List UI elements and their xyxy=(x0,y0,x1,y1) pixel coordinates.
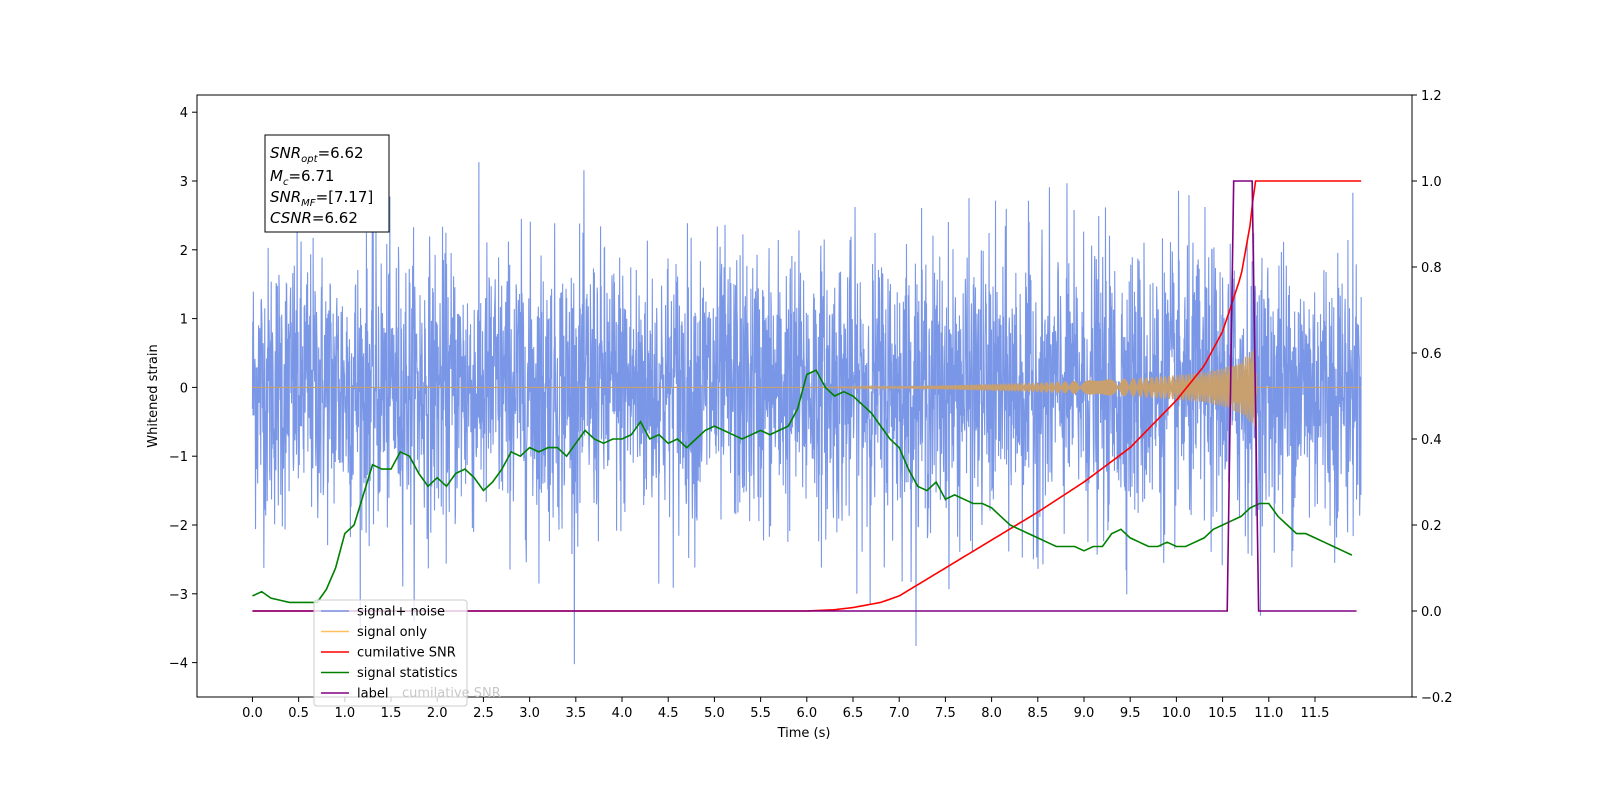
y-left-tick-label: 2 xyxy=(180,244,188,259)
x-tick-label: 11.5 xyxy=(1301,706,1330,721)
csnr-annotation: CSNR=6.62 xyxy=(270,209,358,227)
y-right-tick-label: 0.6 xyxy=(1421,347,1442,362)
y-right-tick-label: 1.0 xyxy=(1421,175,1442,190)
csnr-value: 6.62 xyxy=(325,209,358,227)
y-left-tick-label: 4 xyxy=(180,106,188,121)
x-tick-label: 11.0 xyxy=(1254,706,1283,721)
x-tick-label: 0.5 xyxy=(288,706,309,721)
y-left-tick-label: 3 xyxy=(180,175,188,190)
y-left-tick-label: −3 xyxy=(169,588,188,603)
plot-frame xyxy=(196,94,1413,698)
x-tick-label: 9.0 xyxy=(1074,706,1095,721)
y-right-tick-label: 0.0 xyxy=(1421,605,1442,620)
legend-entry: cumilative SNR xyxy=(357,646,456,661)
legend-entry: label xyxy=(357,687,388,702)
series-label-line xyxy=(252,180,1357,612)
x-axis-label: Time (s) xyxy=(777,726,831,741)
x-tick-label: 10.5 xyxy=(1208,706,1237,721)
legend-entry: signal only xyxy=(357,625,427,640)
y-axis-left: −4 −3 −2 −1 0 1 2 3 4 xyxy=(169,106,197,672)
x-tick-label: 3.5 xyxy=(565,706,586,721)
x-tick-label: 4.0 xyxy=(612,706,633,721)
y-left-tick-label: −2 xyxy=(169,519,188,534)
x-tick-label: 8.0 xyxy=(981,706,1002,721)
x-tick-label: 6.5 xyxy=(843,706,864,721)
x-tick-label: 8.5 xyxy=(1027,706,1048,721)
x-tick-label: 7.5 xyxy=(935,706,956,721)
x-tick-label: 0.0 xyxy=(242,706,263,721)
mc-value: 6.71 xyxy=(301,167,334,185)
x-tick-label: 1.5 xyxy=(381,706,402,721)
x-tick-label: 10.0 xyxy=(1162,706,1191,721)
series-signal-noise-line xyxy=(251,162,1362,665)
legend-frame xyxy=(313,599,468,707)
y-right-tick-label: 0.2 xyxy=(1421,519,1442,534)
x-tick-label: 2.5 xyxy=(473,706,494,721)
info-box: SNRopt=6.62 Mc=6.71 SNRMF=[7.17] CSNR=6.… xyxy=(264,134,390,233)
y-right-tick-label: 0.8 xyxy=(1421,261,1442,276)
x-tick-label: 1.0 xyxy=(334,706,355,721)
x-tick-label: 4.5 xyxy=(658,706,679,721)
series-signal-only-line xyxy=(252,350,1362,427)
snr-opt-annotation: SNRopt=6.62 xyxy=(270,144,364,165)
snr-opt-symbol: SNR xyxy=(270,144,301,162)
y-right-tick-label: 0.4 xyxy=(1421,433,1442,448)
x-axis: 0.0 0.5 1.0 1.5 2.0 2.5 3.0 3.5 4.0 4.5 5.0 5.5 6.0 6… xyxy=(242,697,1329,721)
series-signal-statistics-line xyxy=(252,369,1353,604)
snr-opt-value: 6.62 xyxy=(330,144,363,162)
y-axis-right: −0.2 0.0 0.2 0.4 0.6 0.8 1.0 1.2 xyxy=(1412,89,1453,706)
snr-mf-annotation: SNRMF=[7.17] xyxy=(270,188,373,209)
y-axis-label: Whitened strain xyxy=(146,344,161,447)
x-tick-label: 5.0 xyxy=(704,706,725,721)
y-left-tick-label: 1 xyxy=(180,313,188,328)
legend-entry: signal+ noise xyxy=(357,605,445,620)
snr-mf-value: [7.17] xyxy=(328,188,373,206)
y-left-tick-label: 0 xyxy=(180,381,188,396)
y-left-tick-label: −1 xyxy=(169,450,188,465)
x-tick-label: 6.0 xyxy=(796,706,817,721)
y-right-tick-label: 1.2 xyxy=(1421,89,1442,104)
x-tick-label: 9.5 xyxy=(1120,706,1141,721)
legend-hidden-text: cumilative SNR xyxy=(402,686,501,701)
series-layer xyxy=(251,162,1362,665)
x-tick-label: 3.0 xyxy=(519,706,540,721)
legend-entry: signal statistics xyxy=(357,666,458,681)
x-tick-label: 5.5 xyxy=(750,706,771,721)
y-right-tick-label: −0.2 xyxy=(1421,691,1453,706)
info-box-frame xyxy=(264,134,390,233)
y-left-tick-label: −4 xyxy=(169,657,188,672)
mc-annotation: Mc=6.71 xyxy=(270,167,334,188)
x-tick-label: 7.0 xyxy=(889,706,910,721)
legend: cumilative SNR signal+ noise signal only c… xyxy=(313,599,501,707)
x-tick-label: 2.0 xyxy=(427,706,448,721)
